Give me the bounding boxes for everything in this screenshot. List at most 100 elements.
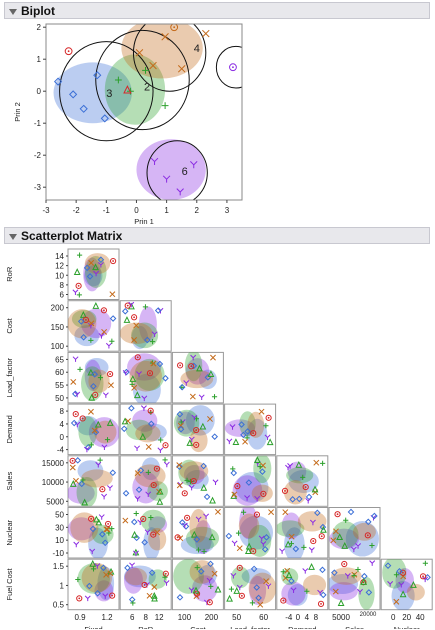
plus-marker [88,337,94,343]
y-marker [134,496,141,502]
circle-marker-dot [422,575,424,578]
circle-marker-dot [152,484,155,486]
y-axis-label: Prin 2 [13,102,22,122]
circle-marker [64,47,73,56]
plus-marker [343,517,349,523]
density-ellipse [352,522,376,541]
y-marker [122,369,129,376]
diamond-marker [120,425,128,433]
y-marker [72,289,79,295]
triangle-marker [150,591,158,599]
cell-frame [224,403,277,456]
y-marker [198,394,205,401]
plus-marker [142,67,149,74]
row-tick-label: 14 [55,252,64,261]
y-tick-label: 0 [37,87,42,96]
y-marker [369,560,376,566]
matrix-cell [67,403,120,456]
y-marker [285,464,291,471]
circle-marker [162,570,169,577]
cell-content [122,457,170,505]
cell-content [122,509,168,558]
matrix-cell [276,507,329,559]
circle-marker [229,63,237,72]
y-marker [302,568,309,574]
cell-content [120,301,164,350]
y-marker [84,595,91,602]
cluster-label: 2 [144,81,150,93]
disclosure-icon[interactable] [9,8,17,15]
circle-marker-dot [149,409,152,412]
cell-content [329,508,379,557]
diamond-marker [128,404,135,412]
matrix-cell [67,558,120,611]
diamond-marker [200,462,207,470]
diamond-marker [295,495,303,503]
x-marker [236,545,243,552]
cell-frame [276,507,329,559]
density-ellipse [94,420,117,444]
y-marker [141,395,148,402]
density-ellipse-4 [121,24,203,79]
circle-marker-dot [256,513,258,516]
plus-marker [201,548,207,555]
plus-marker [300,474,306,480]
y-marker [151,331,158,337]
triangle-marker [196,364,203,372]
triangle-marker [226,594,234,602]
y-marker [140,405,147,411]
disclosure-icon[interactable] [9,233,17,240]
density-ellipse [329,573,359,595]
column-variable-label: Nuclear [394,625,420,629]
density-ellipse [68,482,95,504]
y-marker [101,444,108,450]
triangle-marker [337,599,345,606]
row-tick-label: 30 [55,523,64,532]
triangle-marker [233,587,241,594]
triangle-marker [129,375,137,382]
matrix-cell [119,403,172,456]
x-marker [393,598,400,605]
circle-marker [170,24,179,32]
circle-marker-dot [179,364,182,367]
scatterplot-matrix-header[interactable]: Scatterplot Matrix [4,227,430,244]
biplot-header[interactable]: Biplot [4,2,430,19]
y-marker [254,495,261,502]
x-marker [145,443,152,450]
x-marker [210,354,216,361]
diamond-marker [124,564,131,572]
plus-marker [162,574,168,580]
column-tick-label: 60 [259,613,268,622]
triangle-marker [311,485,319,493]
triangle-marker [156,487,164,495]
y-marker [98,514,105,520]
triangle-marker [285,571,293,579]
plus-marker [422,560,428,566]
cell-frame [119,455,172,507]
plus-marker [184,477,190,483]
cell-frame [119,507,172,559]
density-ellipse [189,508,208,543]
matrix-cell [67,300,120,352]
row-tick-label: 100 [51,342,65,351]
diamond-marker [78,480,86,488]
matrix-cell [67,248,120,300]
circle-marker [238,592,245,599]
triangle-marker [94,420,102,428]
diamond-marker [263,534,270,541]
column-tick-label: 6 [130,613,135,622]
triangle-marker [320,525,327,533]
density-ellipse [132,373,161,403]
diamond-marker [179,519,186,526]
diamond-marker [98,530,106,538]
density-ellipse [135,424,161,443]
x-marker [146,592,153,599]
cell-content [72,252,117,298]
y-marker [101,493,108,500]
y-marker [102,392,109,398]
y-marker [422,576,429,583]
density-ellipse [395,568,414,594]
matrix-cell [328,507,381,559]
x-marker [268,509,275,516]
x-marker [101,328,108,335]
